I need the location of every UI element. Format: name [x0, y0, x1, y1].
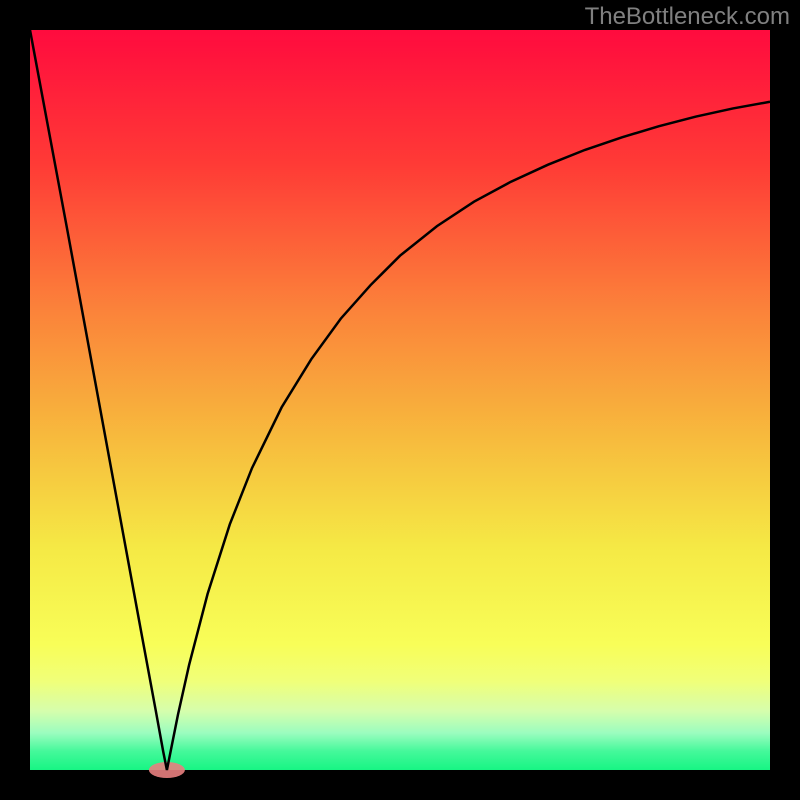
- gradient-background: [30, 30, 770, 770]
- chart-svg: TheBottleneck.com: [0, 0, 800, 800]
- watermark-text: TheBottleneck.com: [585, 3, 790, 30]
- bottleneck-chart: TheBottleneck.com: [0, 0, 800, 800]
